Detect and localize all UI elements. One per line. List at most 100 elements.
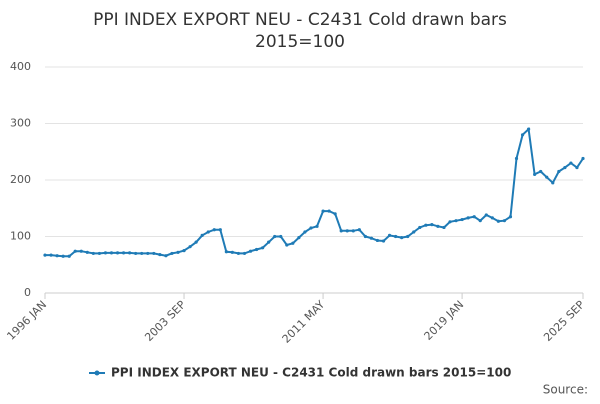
- data-point: [387, 233, 392, 237]
- chart-subtitle: 2015=100: [255, 32, 345, 52]
- data-point: [333, 212, 337, 216]
- data-point: [454, 219, 458, 223]
- data-point: [351, 229, 355, 233]
- data-point: [369, 236, 374, 240]
- x-tick-label: 2025 SEP: [541, 298, 587, 344]
- data-point: [273, 234, 277, 239]
- data-point: [73, 249, 77, 253]
- data-point: [170, 251, 174, 256]
- data-point: [545, 175, 549, 179]
- data-point: [212, 228, 216, 232]
- data-point: [551, 181, 555, 185]
- y-tick-label: 0: [24, 286, 31, 299]
- data-point: [115, 251, 120, 255]
- x-tick-label: 2019 JAN: [422, 298, 467, 343]
- data-point: [430, 223, 434, 227]
- data-point: [581, 156, 585, 161]
- data-point: [206, 230, 210, 234]
- data-point: [109, 251, 114, 255]
- x-tick-label: 1996 JAN: [4, 298, 49, 343]
- data-point: [79, 249, 83, 253]
- data-point: [97, 251, 102, 256]
- data-point: [236, 251, 241, 256]
- data-point: [85, 250, 89, 254]
- data-point: [91, 251, 95, 256]
- data-point: [61, 254, 65, 258]
- data-point: [466, 216, 470, 220]
- data-point: [297, 236, 301, 240]
- data-point: [321, 209, 325, 213]
- data-point: [188, 245, 192, 249]
- data-point: [345, 229, 349, 233]
- data-point: [303, 230, 307, 234]
- source: Source:: [543, 383, 588, 397]
- data-point: [363, 234, 367, 239]
- data-point: [218, 228, 222, 232]
- data-point: [526, 127, 531, 131]
- data-point: [67, 254, 71, 258]
- data-point: [357, 228, 361, 232]
- data-point: [569, 161, 573, 165]
- data-point: [442, 225, 446, 230]
- data-point: [254, 247, 259, 252]
- data-point: [484, 213, 488, 217]
- data-point: [394, 234, 398, 239]
- data-point: [43, 253, 47, 257]
- x-tick-label: 2003 SEP: [142, 298, 188, 344]
- data-point: [424, 223, 428, 227]
- data-point: [242, 251, 247, 256]
- data-point: [508, 215, 513, 219]
- data-point: [134, 251, 138, 256]
- y-tick-label: 100: [10, 230, 31, 243]
- data-point: [575, 165, 579, 170]
- data-point: [496, 219, 500, 223]
- data-point: [49, 253, 53, 257]
- data-point: [514, 156, 519, 161]
- data-point: [460, 217, 464, 222]
- data-point: [285, 243, 289, 247]
- data-point: [315, 224, 319, 228]
- data-point: [400, 236, 404, 240]
- data-point: [248, 249, 253, 253]
- legend-label: PPI INDEX EXPORT NEU - C2431 Cold drawn …: [111, 366, 511, 380]
- data-point: [146, 251, 150, 256]
- data-point: [490, 216, 494, 220]
- data-point: [267, 240, 271, 244]
- data-point: [472, 215, 476, 219]
- data-point: [436, 224, 440, 228]
- data-point: [520, 133, 525, 137]
- data-point: [375, 238, 380, 243]
- data-point: [230, 250, 234, 254]
- data-point: [121, 251, 126, 255]
- data-point: [418, 225, 422, 230]
- data-point: [182, 249, 186, 253]
- data-point: [339, 229, 343, 233]
- data-point: [291, 241, 295, 245]
- data-point: [103, 251, 108, 255]
- data-point: [327, 209, 331, 213]
- data-point: [140, 251, 144, 256]
- data-point: [502, 219, 507, 223]
- data-point: [412, 230, 416, 234]
- y-tick-label: 400: [10, 60, 31, 73]
- data-point: [279, 234, 283, 239]
- data-point: [406, 234, 410, 239]
- data-point: [128, 251, 132, 255]
- data-line: [45, 127, 584, 258]
- data-point: [261, 246, 265, 250]
- data-point: [194, 240, 198, 244]
- x-tick-label: 2011 MAY: [280, 298, 328, 346]
- data-point: [539, 169, 543, 174]
- data-point: [176, 250, 180, 254]
- chart-title: PPI INDEX EXPORT NEU - C2431 Cold drawn …: [93, 10, 507, 30]
- data-point: [478, 219, 482, 223]
- data-point: [309, 226, 313, 230]
- y-tick-label: 200: [10, 173, 31, 186]
- y-tick-label: 300: [10, 117, 31, 130]
- data-point: [563, 165, 567, 170]
- legend-marker: [94, 370, 100, 376]
- data-point: [152, 251, 156, 256]
- data-point: [224, 250, 228, 254]
- data-point: [200, 233, 204, 237]
